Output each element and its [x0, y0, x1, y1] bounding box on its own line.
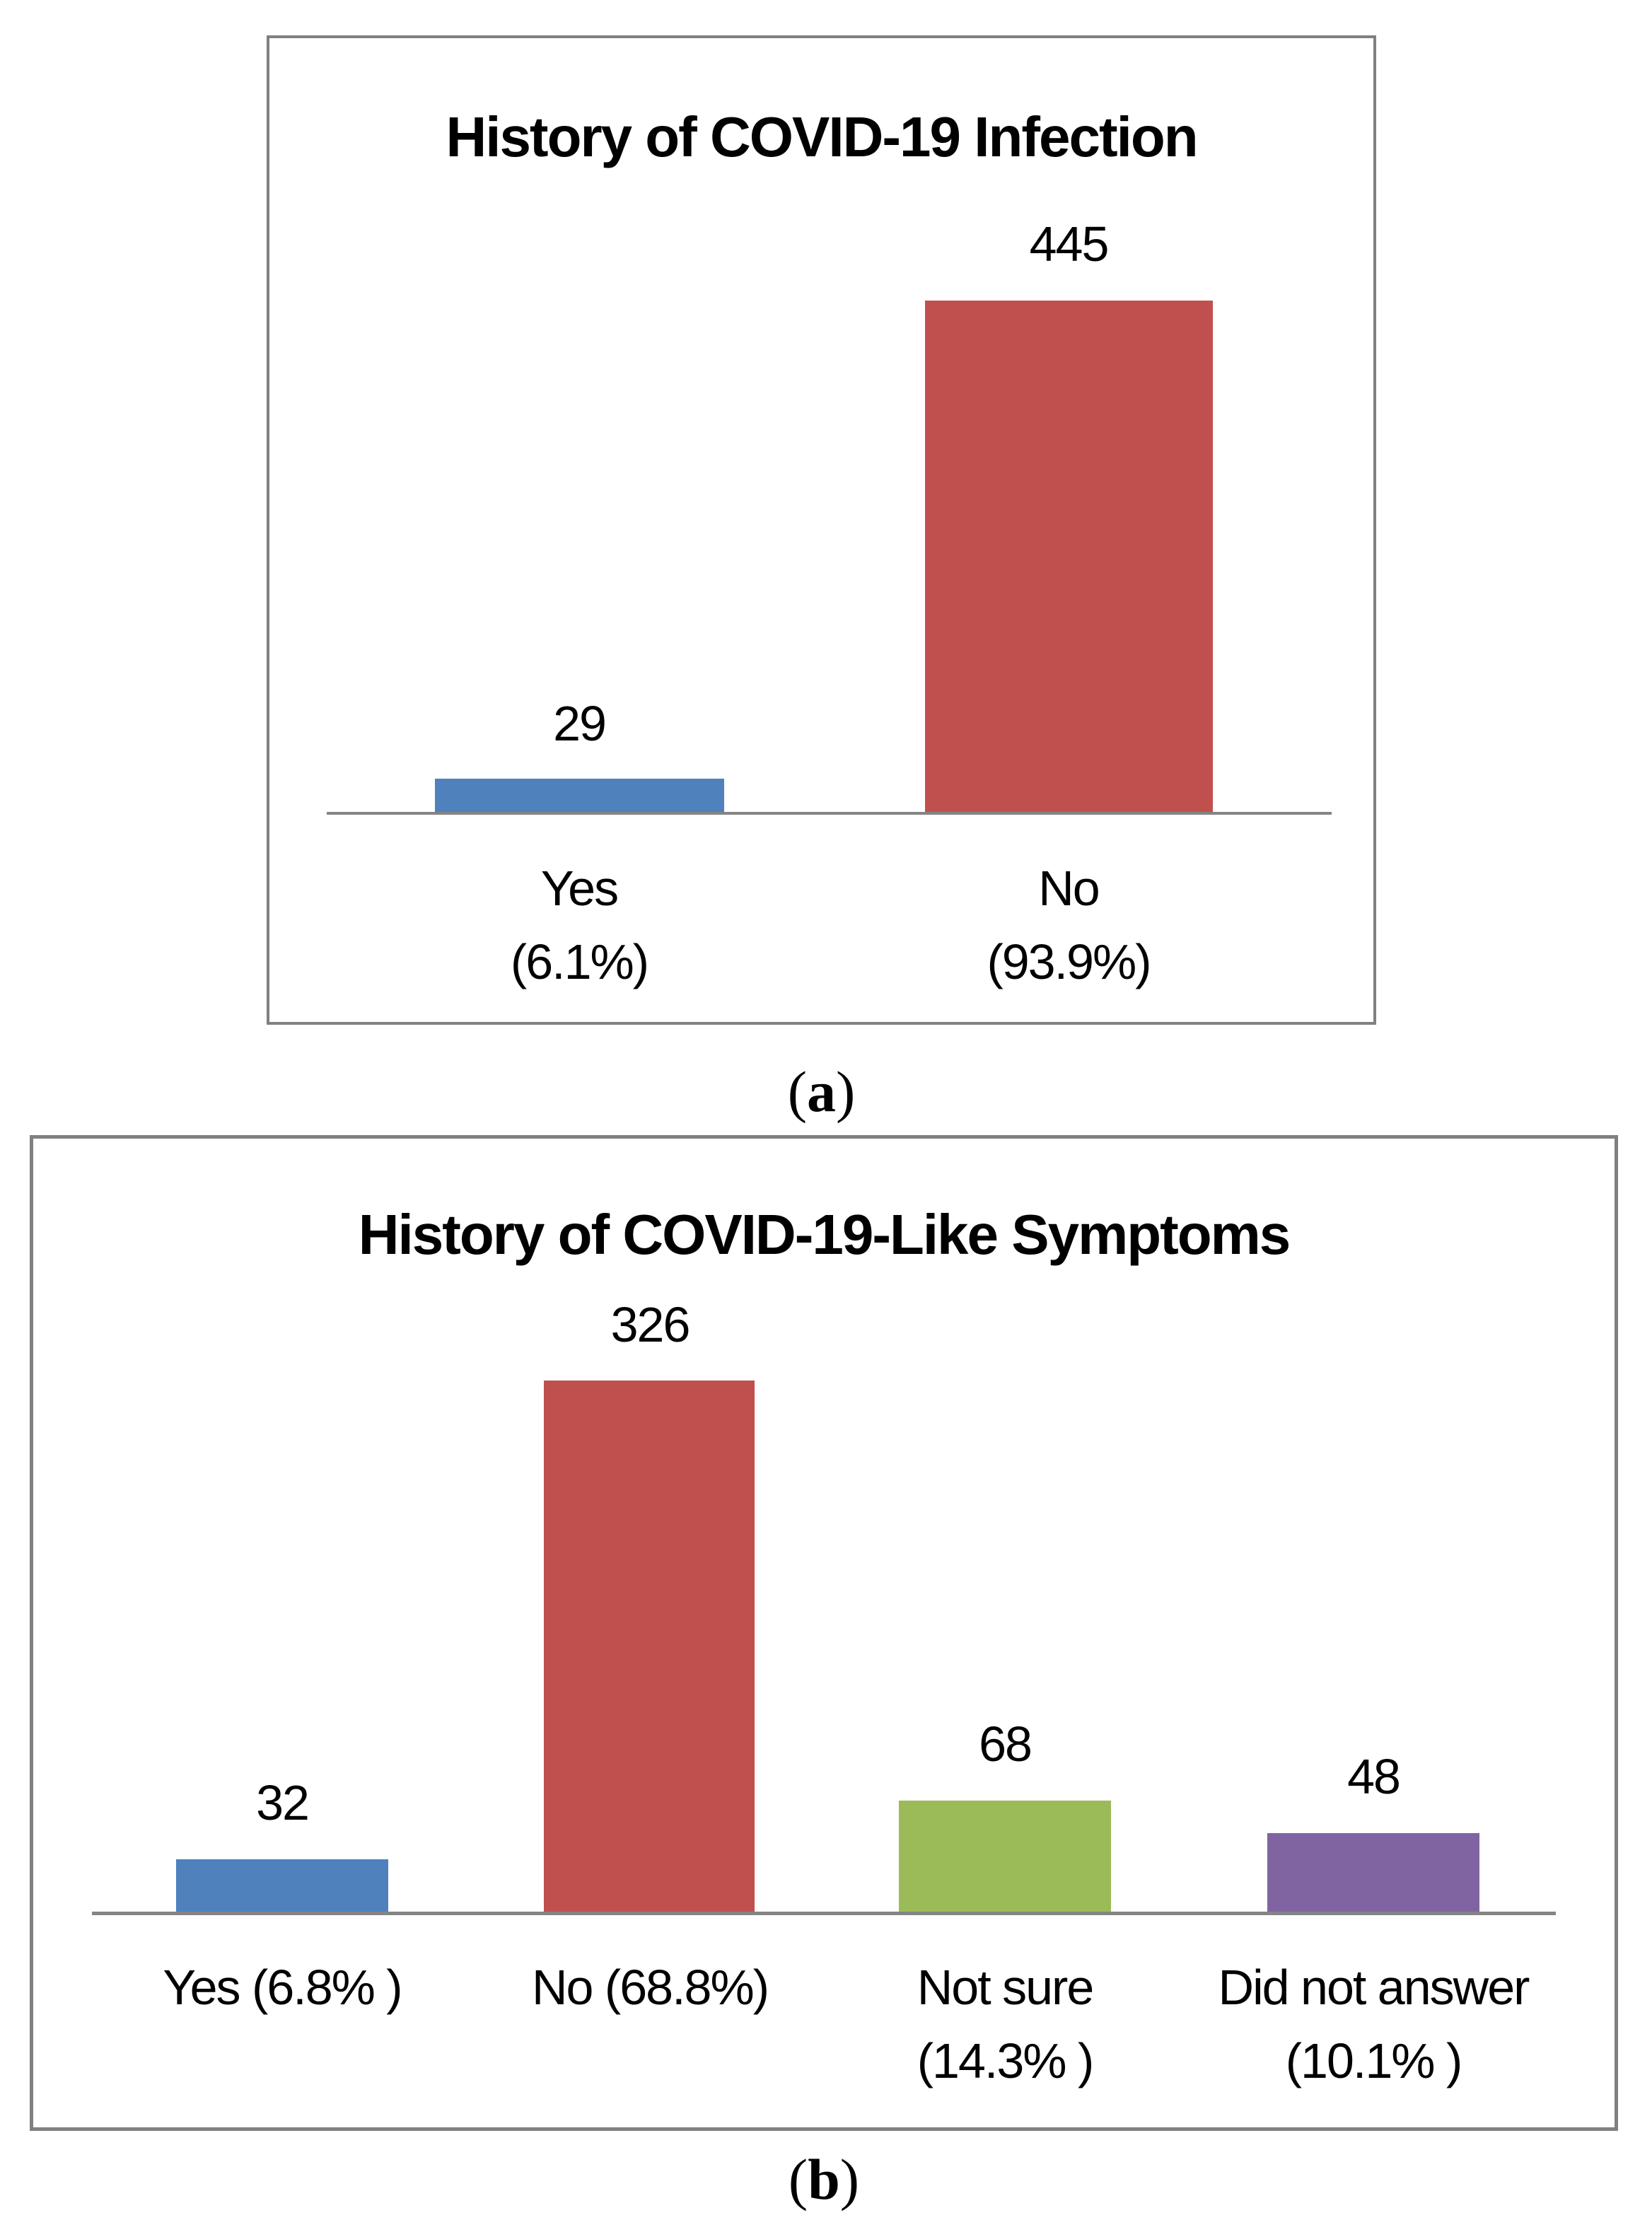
tick-label-did-not-answer: Did not answer (10.1% ) [1126, 1951, 1621, 2098]
value-label-did-not-answer: 48 [1347, 1749, 1401, 1804]
tick-line-1: No (68.8%) [531, 1960, 769, 2015]
chart-panel-b: History of COVID-19-Like Symptoms 32 326… [30, 1135, 1618, 2131]
tick-line-2: (10.1% ) [1285, 2033, 1463, 2088]
tick-line-1: No [1038, 861, 1100, 916]
x-axis-line [92, 1912, 1556, 1915]
caption-a: (a) [267, 1059, 1376, 1124]
caption-paren-close: ) [839, 2147, 860, 2211]
bar-not-sure [899, 1801, 1111, 1912]
tick-line-1: Yes (6.8% ) [163, 1960, 402, 2015]
tick-line-1: Not sure [917, 1960, 1095, 2015]
caption-b: (b) [30, 2147, 1618, 2212]
bar-no [925, 301, 1213, 812]
x-axis-line [327, 812, 1332, 815]
value-label-no: 445 [1029, 216, 1110, 272]
tick-line-2: (14.3% ) [917, 2033, 1095, 2088]
chart-panel-a: History of COVID-19 Infection 29 445 Yes… [267, 35, 1376, 1025]
tick-label-no: No (93.9%) [856, 851, 1281, 999]
caption-paren-open: ( [787, 1059, 807, 1124]
chart-a-title: History of COVID-19 Infection [446, 105, 1198, 168]
tick-label-yes: Yes (6.1%) [367, 851, 791, 999]
caption-paren-open: ( [788, 2147, 808, 2211]
bar-yes [435, 779, 724, 812]
caption-letter: a [807, 1059, 836, 1124]
chart-b-title: History of COVID-19-Like Symptoms [358, 1203, 1291, 1266]
tick-label-not-sure: Not sure (14.3% ) [757, 1951, 1252, 2098]
tick-line-2: (6.1%) [510, 934, 649, 989]
tick-line-1: Yes [540, 861, 619, 916]
value-label-not-sure: 68 [979, 1716, 1032, 1772]
caption-paren-close: ) [836, 1059, 856, 1124]
bar-no [544, 1381, 755, 1912]
bar-did-not-answer [1267, 1833, 1479, 1912]
tick-line-2: (93.9%) [987, 934, 1151, 989]
tick-label-yes: Yes (6.8% ) [35, 1951, 530, 2024]
tick-line-1: Did not answer [1218, 1960, 1530, 2015]
value-label-no: 326 [610, 1297, 691, 1352]
value-label-yes: 29 [553, 696, 607, 751]
bar-yes [176, 1859, 388, 1912]
value-label-yes: 32 [256, 1775, 310, 1830]
caption-letter: b [808, 2147, 840, 2211]
tick-label-no: No (68.8%) [402, 1951, 897, 2024]
